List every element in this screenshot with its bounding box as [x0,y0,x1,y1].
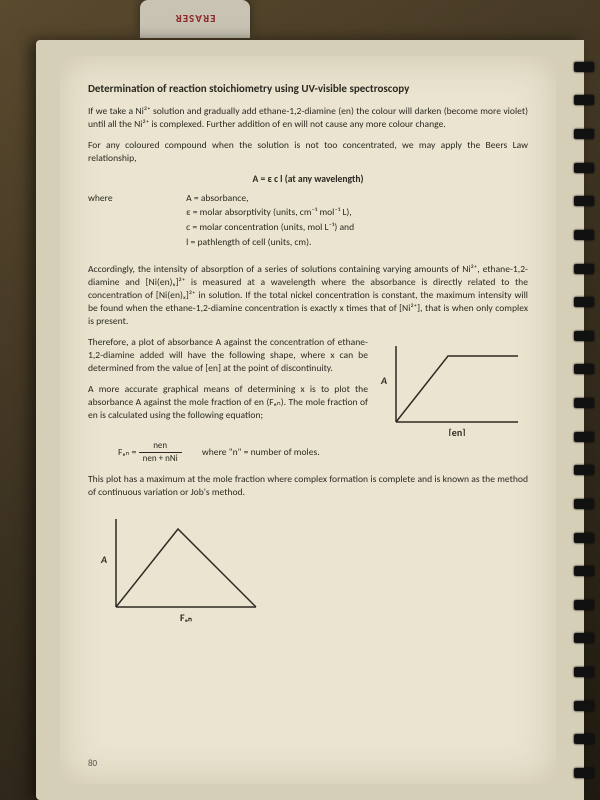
paragraph-jobs-method: This plot has a maximum at the mole frac… [88,473,528,499]
fraction: nen nen + nNi [139,440,182,465]
svg-text:A: A [100,553,107,566]
page: Determination of reaction stoichiometry … [60,56,556,784]
mole-fraction-equation: Fₑₙ = nen nen + nNi where "n" = number o… [118,440,528,465]
notebook: Determination of reaction stoichiometry … [36,40,584,800]
def-epsilon: ε = molar absorptivity (units, cm⁻¹ mol⁻… [186,206,354,219]
spiral-binding [574,50,594,790]
paragraph-moreaccurate: A more accurate graphical means of deter… [88,383,368,422]
eraser-label: ERASER [175,13,216,26]
beers-law-equation: A = ε c l (at any wavelength) [88,173,528,186]
def-absorbance: A = absorbance, [186,192,354,205]
figure-2-svg: A Fₑₙ [88,507,268,627]
page-number: 80 [88,758,97,770]
fraction-lhs: Fₑₙ = [118,446,136,458]
fraction-denominator: nen + nNi [139,453,182,465]
figure-1-svg: A [en] [378,336,528,436]
fraction-rhs: where "n" = number of moles. [202,446,320,458]
paragraph-beers: For any coloured compound when the solut… [88,139,528,165]
svg-text:Fₑₙ: Fₑₙ [180,611,192,624]
fraction-numerator: nen [139,440,182,453]
paragraph-therefore: Therefore, a plot of absorbance A agains… [88,336,368,375]
paragraph-intro: If we take a Ni²⁺ solution and gradually… [88,105,528,131]
definitions-block: where A = absorbance, ε = molar absorpti… [88,192,528,252]
svg-text:[en]: [en] [449,426,466,436]
def-concentration: c = molar concentration (units, mol L⁻¹)… [186,221,354,234]
where-label: where [88,192,134,205]
text-and-figure-1: Therefore, a plot of absorbance A agains… [88,336,528,436]
figure-1: A [en] [378,336,528,436]
photo-scene: ERASER Determination of reaction stoichi… [0,0,600,800]
def-pathlength: l = pathlength of cell (units, cm). [186,236,354,249]
figure-2-wrap: A Fₑₙ [88,507,528,627]
svg-text:A: A [380,374,387,387]
eraser-object: ERASER [140,0,250,38]
paragraph-accordingly: Accordingly, the intensity of absorption… [88,263,528,328]
page-title: Determination of reaction stoichiometry … [88,82,528,97]
